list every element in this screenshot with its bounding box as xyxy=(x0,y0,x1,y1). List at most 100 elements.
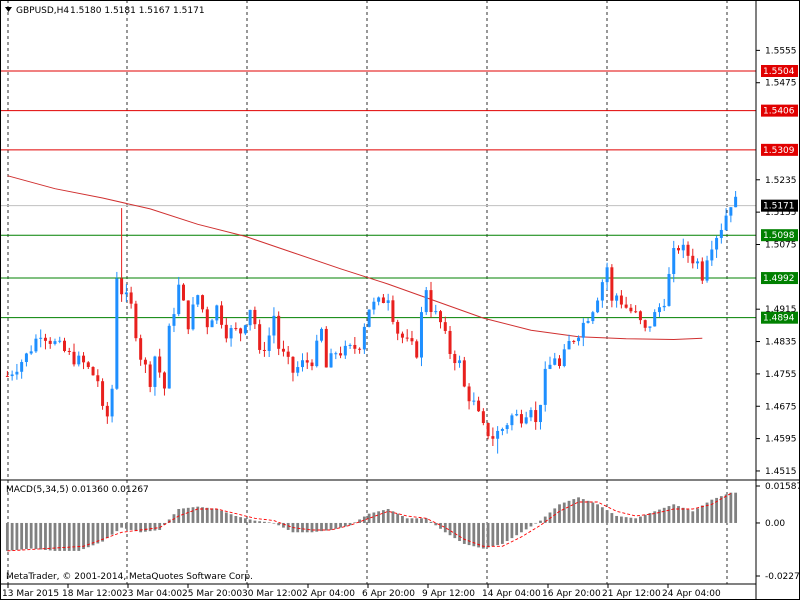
macd-histogram-bar xyxy=(448,522,452,536)
macd-histogram-bar xyxy=(691,511,695,523)
macd-histogram-bar xyxy=(377,511,381,523)
macd-histogram-bar xyxy=(153,522,157,531)
macd-histogram-bar xyxy=(286,522,290,530)
macd-histogram-bar xyxy=(472,522,476,547)
candle-body xyxy=(486,422,490,437)
macd-histogram-bar xyxy=(386,508,390,523)
candle-body xyxy=(29,351,33,354)
macd-histogram-bar xyxy=(324,522,328,531)
time-tick-label: 25 Mar 20:00 xyxy=(182,589,242,599)
candle-body xyxy=(467,386,471,402)
time-tick-label: 16 Apr 20:00 xyxy=(542,589,601,599)
candle-body xyxy=(134,303,138,339)
candle-body xyxy=(82,355,86,363)
candle-body xyxy=(239,328,243,334)
candle-body xyxy=(253,309,257,325)
candle-body xyxy=(205,309,209,328)
candle-body xyxy=(477,400,481,412)
moving-average xyxy=(7,175,703,341)
time-tick-label: 18 Mar 12:00 xyxy=(62,589,122,599)
candle-body xyxy=(58,340,62,342)
candle-body xyxy=(67,350,71,352)
macd-histogram-bar xyxy=(600,507,604,523)
macd-histogram-bar xyxy=(48,522,52,551)
candle-body xyxy=(300,360,304,368)
candle-body xyxy=(600,282,604,301)
candle-body xyxy=(657,307,661,313)
macd-histogram-bar xyxy=(44,522,47,550)
candle-body xyxy=(724,215,728,230)
macd-histogram-bar xyxy=(724,494,728,523)
time-tick-label: 6 Apr 20:00 xyxy=(362,589,415,599)
macd-histogram-bar xyxy=(358,519,362,523)
candle-body xyxy=(410,338,414,342)
price-levels: 1.5504 1.5406 1.5309 1.5098 1.4992 1.4894 1.51… xyxy=(0,64,798,324)
macd-histogram-bar xyxy=(39,522,43,550)
candle-body xyxy=(481,411,485,423)
chart-header[interactable]: GBPUSD,H4 1.5180 1.5181 1.5167 1.5171 xyxy=(5,6,205,16)
candle-body xyxy=(24,353,28,363)
macd-histogram-bar xyxy=(567,500,571,523)
candle-body xyxy=(458,360,462,364)
macd-histogram-bar xyxy=(700,505,704,523)
candle-body xyxy=(472,400,476,402)
candle-body xyxy=(167,325,171,389)
macd-histogram-bar xyxy=(610,513,614,523)
candle-body xyxy=(429,290,433,312)
macd-tick-label: -0.02277 xyxy=(765,572,800,582)
candle-body xyxy=(377,297,381,302)
macd-histogram-bar xyxy=(234,515,238,523)
macd-histogram-bar xyxy=(605,510,609,523)
candle-body xyxy=(591,312,595,322)
candle-body xyxy=(624,304,628,308)
candle-body xyxy=(643,320,647,328)
price-tick-label: 1.4675 xyxy=(765,402,797,412)
macd-histogram-bar xyxy=(372,512,376,523)
candle-body xyxy=(372,301,376,310)
candle-body xyxy=(424,290,428,313)
macd-panel[interactable]: 0.01587 0.00 -0.02277 xyxy=(5,482,800,582)
price-tick-label: 1.4595 xyxy=(765,435,797,445)
macd-histogram-bar xyxy=(681,507,685,523)
macd-histogram-bar xyxy=(129,522,133,530)
candle-body xyxy=(362,326,366,350)
macd-histogram-bar xyxy=(534,522,538,524)
macd-histogram-bar xyxy=(410,518,414,523)
candlesticks[interactable] xyxy=(5,190,738,454)
support-level-tag xyxy=(761,311,798,324)
macd-histogram-bar xyxy=(596,504,599,523)
macd-histogram-bar xyxy=(367,513,371,523)
candle-body xyxy=(386,300,390,304)
candle-body xyxy=(129,292,133,304)
candle-body xyxy=(453,353,457,364)
current-price-tag xyxy=(761,199,798,212)
candle-body xyxy=(515,414,519,416)
candle-body xyxy=(53,341,57,344)
macd-histogram-bar xyxy=(415,518,419,523)
support-level-label: 1.4894 xyxy=(763,314,795,324)
macd-histogram-bar xyxy=(686,509,690,523)
dropdown-arrow-icon[interactable] xyxy=(5,7,12,12)
macd-histogram-bar xyxy=(53,522,57,551)
candle-body xyxy=(586,321,590,323)
macd-histogram-bar xyxy=(124,522,128,529)
candle-body xyxy=(496,430,500,439)
macd-histogram-bar xyxy=(63,522,66,551)
macd-histogram-bar xyxy=(362,516,366,523)
candle-body xyxy=(110,388,114,417)
macd-histogram-bar xyxy=(191,507,195,523)
time-tick-labels: 13 Mar 2015 18 Mar 12:00 23 Mar 04:00 25 Ma… xyxy=(2,584,721,599)
copyright-label: MetaTrader, © 2001-2014, MetaQuotes Soft… xyxy=(6,572,253,582)
candle-body xyxy=(101,381,105,406)
price-tick-label: 1.4755 xyxy=(765,370,797,380)
candle-body xyxy=(696,261,700,264)
time-tick-label: 13 Mar 2015 xyxy=(2,589,59,599)
macd-histogram-bar xyxy=(648,513,652,523)
symbol-label: GBPUSD,H4 xyxy=(16,6,69,16)
macd-histogram-bar xyxy=(486,522,490,548)
macd-histogram-bar xyxy=(719,496,723,523)
macd-histogram-bar xyxy=(401,515,404,523)
price-tick-label: 1.5075 xyxy=(765,240,797,250)
macd-histogram-bar xyxy=(229,514,233,523)
macd-histogram-bar xyxy=(420,518,423,523)
